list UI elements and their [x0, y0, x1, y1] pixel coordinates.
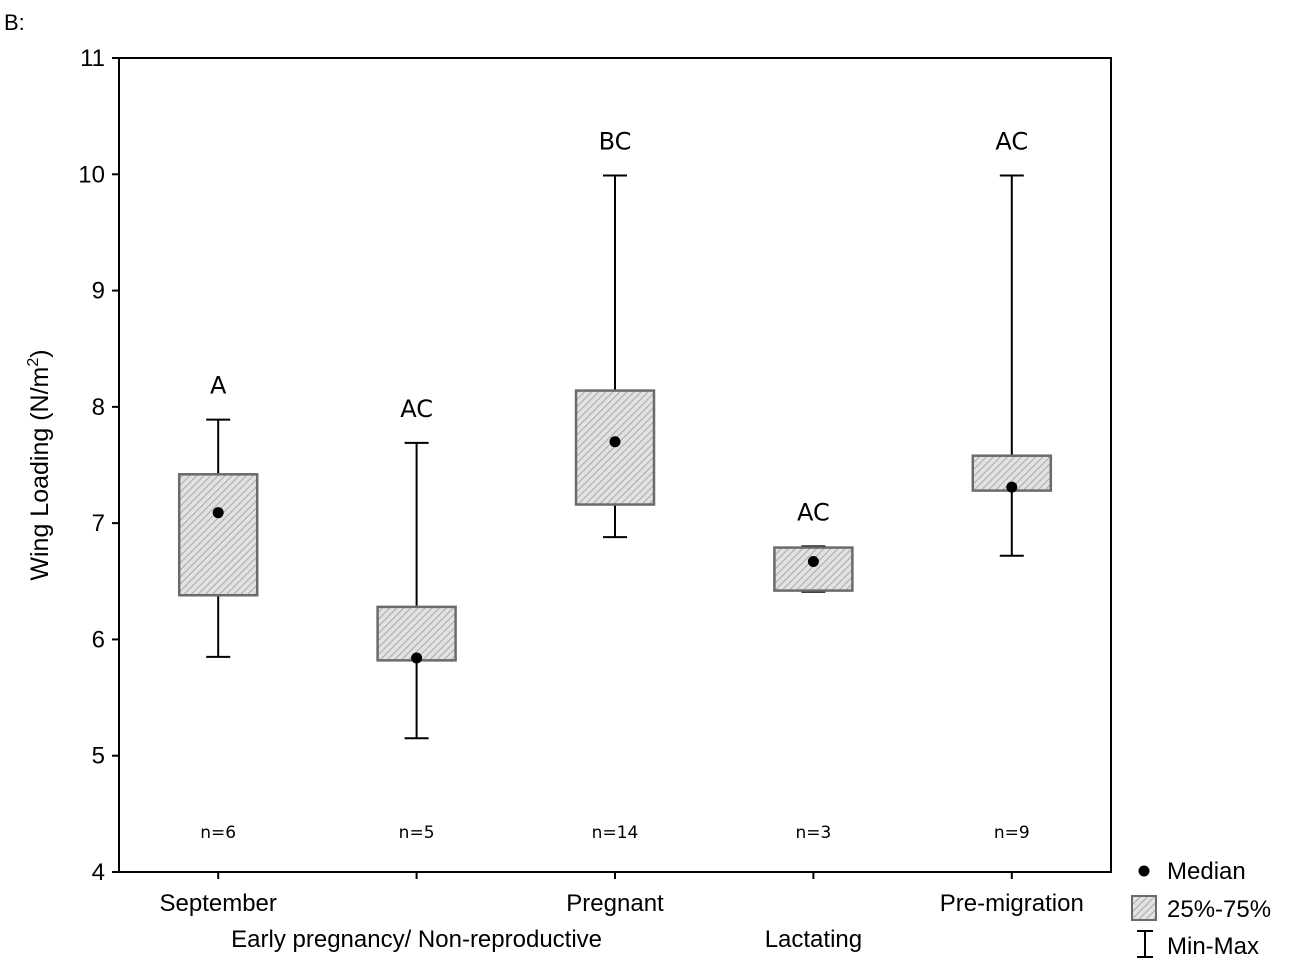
y-tick-label: 9	[92, 278, 105, 305]
category-label: Pre-migration	[940, 890, 1084, 917]
sample-size-label: n=6	[200, 823, 236, 843]
significance-label: AC	[995, 127, 1028, 155]
legend-median-marker	[1138, 865, 1150, 877]
legend: Median 25%-75% Min-Max	[1131, 858, 1271, 960]
y-tick-label: 7	[92, 510, 105, 537]
y-tick-label: 10	[78, 161, 105, 188]
sample-size-label: n=3	[795, 823, 831, 843]
box-series: An=6 AC n=5 BC n=14 AC n=3 AC n=9	[177, 127, 1053, 843]
significance-label: AC	[797, 498, 830, 526]
significance-label: BC	[599, 127, 632, 155]
median-point	[609, 436, 621, 448]
y-axis-title: Wing Loading (N/m2)	[25, 349, 54, 580]
box-group: AC n=9	[971, 127, 1053, 843]
y-tick-label: 4	[92, 859, 105, 886]
iqr-box	[177, 473, 259, 597]
category-label: September	[159, 890, 276, 917]
sample-size-label: n=14	[592, 823, 639, 843]
category-label: Pregnant	[566, 890, 664, 917]
iqr-box	[376, 605, 457, 662]
y-tick-label: 8	[92, 394, 105, 421]
x-axis-labels: September Early pregnancy/ Non-reproducti…	[159, 890, 1083, 953]
y-tick-label: 5	[92, 743, 105, 770]
legend-minmax-marker	[1137, 930, 1153, 958]
box-group: BC n=14	[574, 127, 656, 843]
category-label: Lactating	[765, 926, 862, 953]
sample-size-label: n=5	[399, 823, 435, 843]
significance-label: A	[210, 372, 227, 400]
y-tick-label: 6	[92, 626, 105, 653]
median-point	[411, 652, 423, 664]
sample-size-label: n=9	[994, 823, 1030, 843]
iqr-box	[773, 546, 854, 592]
panel-label: B:	[4, 10, 25, 35]
legend-iqr-swatch	[1131, 895, 1157, 921]
x-axis	[217, 872, 1013, 879]
legend-median-label: Median	[1167, 858, 1246, 885]
box-group: An=6	[177, 372, 259, 843]
y-axis: 4 5 6 7 8 9 10 11	[78, 45, 119, 886]
median-point	[212, 507, 224, 519]
category-label: Early pregnancy/ Non-reproductive	[231, 926, 602, 953]
median-point	[1006, 481, 1018, 493]
box-group: AC n=5	[376, 395, 457, 843]
y-tick-label: 11	[80, 45, 105, 72]
median-point	[807, 556, 819, 568]
significance-label: AC	[400, 395, 433, 423]
legend-minmax-label: Min-Max	[1167, 933, 1259, 960]
iqr-box	[574, 389, 656, 506]
box-group: AC n=3	[773, 498, 854, 843]
legend-iqr-label: 25%-75%	[1167, 896, 1271, 923]
